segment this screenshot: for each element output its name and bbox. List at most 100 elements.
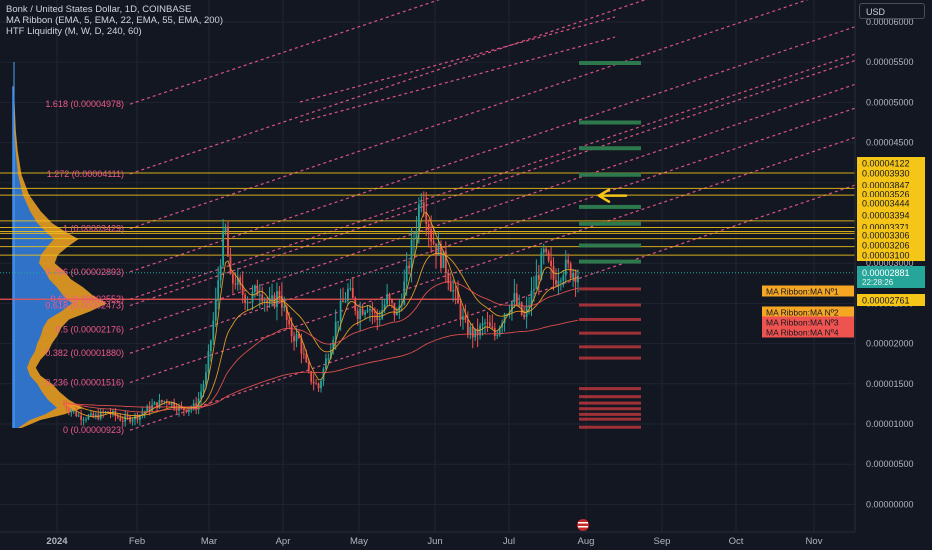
candle[interactable] bbox=[212, 312, 215, 345]
candle[interactable] bbox=[354, 296, 357, 316]
candle[interactable] bbox=[474, 328, 477, 342]
level-price-tag[interactable] bbox=[857, 239, 925, 251]
candle[interactable] bbox=[410, 227, 413, 283]
candle[interactable] bbox=[231, 271, 234, 294]
candle[interactable] bbox=[386, 284, 388, 308]
candle[interactable] bbox=[364, 309, 366, 320]
candle[interactable] bbox=[222, 218, 224, 268]
candle[interactable] bbox=[65, 400, 68, 412]
currency-button[interactable]: USD bbox=[859, 3, 925, 19]
candle[interactable] bbox=[496, 330, 499, 339]
candle[interactable] bbox=[175, 403, 178, 414]
candle[interactable] bbox=[471, 323, 474, 349]
candle[interactable] bbox=[347, 283, 349, 306]
candle[interactable] bbox=[371, 301, 374, 325]
candle[interactable] bbox=[415, 216, 418, 249]
candle[interactable] bbox=[381, 298, 384, 321]
candle[interactable] bbox=[511, 301, 513, 321]
candle[interactable] bbox=[476, 318, 479, 348]
candle[interactable] bbox=[312, 373, 315, 391]
candle[interactable] bbox=[537, 264, 540, 296]
candle[interactable] bbox=[80, 409, 83, 426]
candle[interactable] bbox=[320, 378, 322, 393]
event-marker[interactable] bbox=[577, 519, 589, 531]
candle[interactable] bbox=[141, 407, 144, 419]
candle[interactable] bbox=[266, 296, 269, 312]
candle[interactable] bbox=[241, 271, 244, 304]
candle[interactable] bbox=[383, 298, 386, 314]
candle[interactable] bbox=[244, 292, 247, 310]
candle[interactable] bbox=[378, 310, 381, 326]
candle[interactable] bbox=[454, 285, 457, 305]
ma-label-tag[interactable] bbox=[762, 285, 854, 297]
level-price-tag[interactable] bbox=[857, 167, 925, 179]
candle[interactable] bbox=[75, 406, 78, 418]
candle[interactable] bbox=[466, 311, 469, 339]
candle[interactable] bbox=[366, 305, 369, 314]
candle[interactable] bbox=[452, 279, 455, 302]
candle[interactable] bbox=[70, 408, 73, 417]
candle[interactable] bbox=[217, 266, 220, 310]
candle[interactable] bbox=[219, 259, 222, 288]
candle[interactable] bbox=[518, 294, 521, 308]
candle[interactable] bbox=[444, 241, 447, 283]
candle[interactable] bbox=[236, 267, 239, 291]
candle[interactable] bbox=[435, 243, 437, 269]
candle[interactable] bbox=[283, 296, 286, 312]
last-price-tag[interactable] bbox=[857, 266, 925, 288]
candle[interactable] bbox=[388, 292, 391, 306]
candle[interactable] bbox=[449, 275, 452, 292]
candle[interactable] bbox=[469, 322, 472, 340]
candle[interactable] bbox=[324, 353, 327, 370]
candle[interactable] bbox=[425, 192, 428, 237]
candle[interactable] bbox=[302, 343, 305, 360]
candle[interactable] bbox=[278, 285, 281, 301]
candle[interactable] bbox=[405, 252, 408, 296]
ma-label-tag[interactable] bbox=[762, 306, 854, 318]
candle[interactable] bbox=[332, 336, 335, 355]
candle[interactable] bbox=[555, 268, 557, 288]
candle[interactable] bbox=[187, 409, 190, 416]
candle[interactable] bbox=[77, 412, 80, 418]
candle[interactable] bbox=[315, 378, 318, 385]
candle[interactable] bbox=[535, 259, 538, 290]
candle[interactable] bbox=[146, 404, 149, 412]
ma-label-tag[interactable] bbox=[762, 326, 854, 338]
ma-ribbon-legend[interactable]: MA Ribbon (EMA, 5, EMA, 22, EMA, 55, EMA… bbox=[6, 15, 224, 26]
candle[interactable] bbox=[491, 314, 494, 330]
candle[interactable] bbox=[85, 416, 87, 423]
candle[interactable] bbox=[268, 287, 271, 308]
candle[interactable] bbox=[224, 223, 227, 236]
candle[interactable] bbox=[209, 339, 212, 362]
level-price-tag[interactable] bbox=[857, 157, 925, 169]
candle[interactable] bbox=[572, 268, 575, 288]
candle[interactable] bbox=[131, 417, 134, 426]
level-price-tag[interactable] bbox=[857, 209, 925, 221]
candle[interactable] bbox=[337, 321, 340, 333]
candle[interactable] bbox=[498, 325, 501, 337]
candle[interactable] bbox=[486, 311, 489, 333]
candle[interactable] bbox=[395, 307, 398, 316]
candle[interactable] bbox=[481, 316, 484, 336]
candle[interactable] bbox=[261, 286, 264, 306]
candle[interactable] bbox=[148, 401, 151, 416]
candle[interactable] bbox=[349, 278, 352, 292]
candle[interactable] bbox=[484, 318, 486, 334]
candle[interactable] bbox=[307, 358, 310, 374]
candle[interactable] bbox=[359, 301, 362, 332]
candle[interactable] bbox=[246, 296, 249, 311]
candle[interactable] bbox=[462, 308, 464, 330]
support-price-tag[interactable] bbox=[857, 294, 925, 306]
candle[interactable] bbox=[459, 298, 462, 327]
candle[interactable] bbox=[87, 413, 90, 421]
candle[interactable] bbox=[513, 278, 516, 308]
candle[interactable] bbox=[116, 413, 119, 420]
candle[interactable] bbox=[185, 409, 188, 414]
candle[interactable] bbox=[391, 298, 393, 309]
candle[interactable] bbox=[547, 249, 550, 263]
candle[interactable] bbox=[94, 412, 97, 420]
level-price-tag[interactable] bbox=[857, 197, 925, 209]
candle[interactable] bbox=[129, 414, 131, 424]
candle[interactable] bbox=[310, 370, 313, 385]
candle[interactable] bbox=[574, 269, 577, 297]
